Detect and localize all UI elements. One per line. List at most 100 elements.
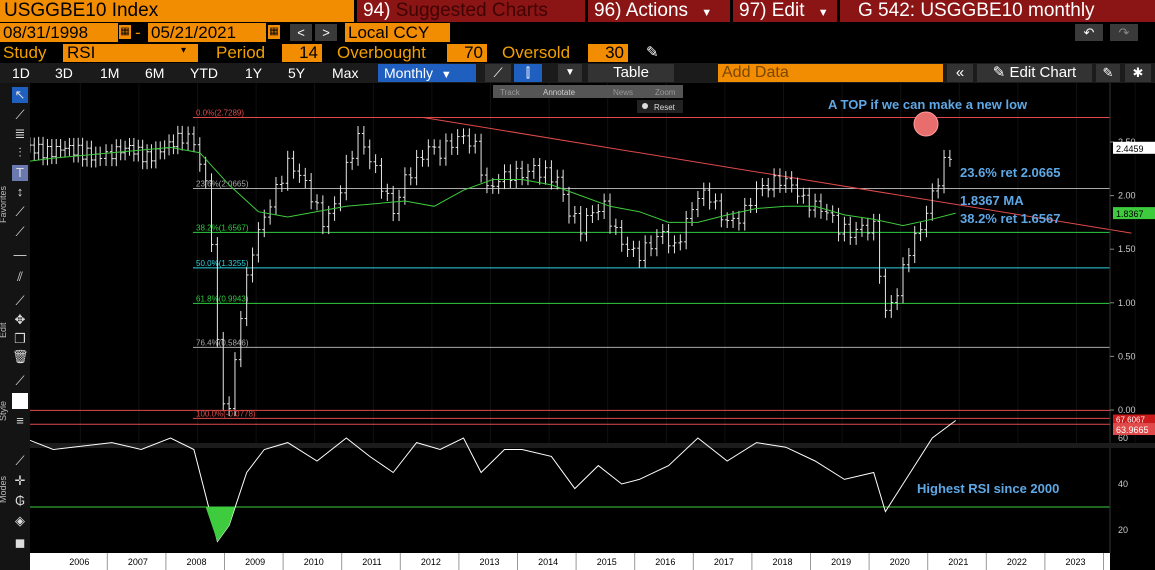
x-tick-label: 2010 [304, 557, 324, 567]
calendar-icon[interactable]: ▦ [119, 25, 131, 39]
x-tick-label: 2009 [245, 557, 265, 567]
end-date-input[interactable]: 05/21/2021 [148, 23, 266, 42]
fib-label: 23.6%(2.0665) [196, 179, 249, 188]
edit-num: 97) [739, 0, 767, 21]
track-tool[interactable]: Track [500, 88, 521, 97]
ticker-field[interactable]: USGGBE10 Index [0, 0, 354, 22]
suggested-num: 94) [363, 0, 391, 21]
x-tick-label: 2018 [773, 557, 793, 567]
rsi-value-label: 67.6067 [1116, 416, 1145, 425]
period-5y[interactable]: 5Y [288, 65, 306, 81]
reset-icon [642, 103, 648, 109]
fib-label: 76.4%(0.5846) [196, 338, 249, 347]
favorites-label: Favorites [0, 185, 8, 223]
line-width-icon[interactable]: ≡ [16, 413, 24, 428]
start-date-input[interactable]: 08/31/1998 [0, 23, 118, 42]
calendar-icon[interactable]: ▦ [268, 25, 280, 39]
x-tick-label: 2012 [421, 557, 441, 567]
gear-icon[interactable]: ✱ [1125, 64, 1151, 82]
left-toolbar: ↖ ⟋ ≣ ⫶ T ↕ ⟋ ⟋ — ⫽ ⟋ ✥ ❐ 🗑 ⟋ ≡ ⟋ ✛ ₲ ◈ … [0, 83, 30, 570]
overbought-input[interactable]: 70 [447, 44, 487, 62]
period-input[interactable]: 14 [282, 44, 322, 62]
title-bar: USGGBE10 Index 94) Suggested Charts 96) … [0, 0, 1155, 22]
period-max[interactable]: Max [332, 65, 359, 81]
last-price-label: 2.4459 [1116, 144, 1144, 154]
last-price-box [1113, 141, 1155, 154]
redo-icon[interactable]: ↷ [1110, 24, 1138, 41]
square-icon[interactable]: ◼ [14, 535, 26, 550]
oversold-input[interactable]: 30 [588, 44, 628, 62]
trendline[interactable] [422, 116, 1132, 234]
color-swatch-icon[interactable] [12, 393, 28, 409]
suggested-charts-button[interactable]: 94) Suggested Charts [357, 0, 585, 22]
ma-value-box [1113, 207, 1155, 220]
undo-icon[interactable]: ↶ [1075, 24, 1103, 41]
measure-icon[interactable]: ↕ [16, 184, 24, 199]
zoom-tool[interactable]: Zoom [655, 88, 676, 97]
bar-chart-icon[interactable]: ⫿ [514, 64, 542, 82]
period-1m[interactable]: 1M [100, 65, 120, 81]
x-tick-label: 2014 [538, 557, 558, 567]
dollar-icon[interactable]: ₲ [14, 493, 26, 508]
trash-icon[interactable]: 🗑 [12, 349, 29, 364]
moving-average-line [30, 146, 956, 227]
edit-icon[interactable]: ✎ [1096, 64, 1120, 82]
edit-label: Edit [771, 0, 805, 21]
currency-select[interactable]: Local CCY [345, 23, 450, 42]
layers-icon[interactable]: ◈ [15, 513, 25, 528]
fib-label: 100.0%(-0.0778) [196, 409, 256, 418]
price-chart[interactable]: 0.0%(2.7289) 23.6%(2.0665) 38.2%(1.6567) 50… [30, 83, 1155, 570]
reset-button[interactable]: Reset [654, 103, 676, 112]
period-3d[interactable]: 3D [55, 65, 73, 81]
chevron-down-icon[interactable]: ▼ [558, 64, 582, 82]
period-1y[interactable]: 1Y [245, 65, 263, 81]
study-select[interactable]: RSI [63, 44, 198, 62]
style-label: Style [0, 400, 8, 421]
news-tool[interactable]: News [613, 88, 633, 97]
x-tick-label: 2016 [655, 557, 675, 567]
annotate-tool[interactable]: Annotate [543, 88, 576, 97]
line-tool-icon[interactable]: ⟋ [15, 107, 25, 122]
fib-label: 50.0%(1.3255) [196, 259, 249, 268]
crosshair-icon[interactable]: ✛ [14, 473, 26, 488]
chevron-down-icon: ▼ [817, 7, 829, 19]
annotation-text: 38.2% ret 1.6567 [960, 211, 1060, 226]
period-6m[interactable]: 6M [145, 65, 165, 81]
collapse-icon[interactable]: « [947, 64, 973, 82]
annotation-text: A TOP if we can make a new low [828, 97, 1028, 112]
trend-icon[interactable]: ⟋ [15, 204, 25, 219]
copy-icon[interactable]: ❐ [14, 331, 26, 346]
edit-chart-button[interactable]: ✎ Edit Chart [977, 64, 1092, 82]
prev-arrow-icon[interactable]: < [290, 24, 312, 41]
fib-tool-icon[interactable]: ≣ [14, 126, 26, 141]
price-tick-label: 0.00 [1118, 405, 1136, 415]
parallel-icon[interactable]: ⫽ [17, 269, 23, 284]
draw-icon[interactable]: ⟋ [15, 453, 25, 468]
pen-icon[interactable]: ⟋ [15, 373, 25, 388]
period-1d[interactable]: 1D [12, 65, 30, 81]
table-button[interactable]: Table [588, 64, 674, 82]
price-tick-label: 0.50 [1118, 351, 1136, 361]
line-chart-icon[interactable]: ⟋ [485, 64, 511, 82]
suggested-label: Suggested Charts [395, 0, 548, 21]
pencil-icon: ✎ [992, 64, 1006, 81]
frequency-select[interactable]: Monthly ▼ [378, 64, 476, 82]
move-icon[interactable]: ✥ [14, 312, 26, 327]
add-data-input[interactable]: Add Data [718, 64, 943, 82]
next-arrow-icon[interactable]: > [315, 24, 337, 41]
channel-tool-icon[interactable]: ⫶ [18, 145, 22, 160]
actions-menu-button[interactable]: 96) Actions ▼ [588, 0, 730, 22]
pen-icon[interactable]: ✎ [646, 44, 659, 61]
hline-icon[interactable]: — [13, 247, 27, 262]
ray-icon[interactable]: ⟋ [15, 224, 25, 239]
pane-divider[interactable] [30, 443, 1155, 448]
text-tool-icon[interactable]: T [12, 165, 28, 181]
draw-icon[interactable]: ⟋ [15, 293, 25, 308]
edit-menu-button[interactable]: 97) Edit ▼ [733, 0, 837, 22]
frequency-label: Monthly [384, 65, 434, 81]
cursor-icon[interactable]: ↖ [12, 87, 28, 103]
period-ytd[interactable]: YTD [190, 65, 218, 81]
chevron-down-icon: ▾ [181, 45, 187, 56]
fib-label: 61.8%(0.9943) [196, 294, 249, 303]
x-tick-label: 2022 [1007, 557, 1027, 567]
